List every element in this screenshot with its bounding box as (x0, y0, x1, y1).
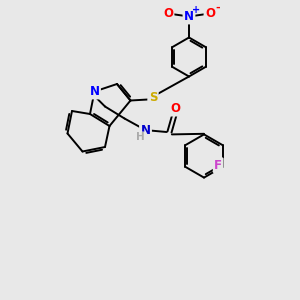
Text: F: F (214, 159, 222, 172)
Text: N: N (140, 124, 151, 137)
Text: O: O (170, 102, 181, 115)
Text: S: S (149, 91, 157, 104)
Text: O: O (205, 7, 215, 20)
Text: N: N (89, 85, 100, 98)
Text: H: H (136, 132, 145, 142)
Text: +: + (192, 5, 201, 15)
Text: O: O (163, 7, 173, 20)
Text: -: - (215, 2, 220, 13)
Text: N: N (184, 10, 194, 23)
